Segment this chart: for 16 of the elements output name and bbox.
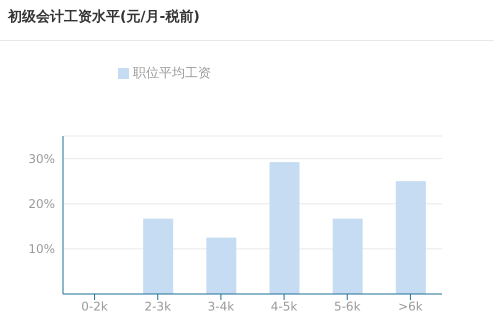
x-tick-label: 0-2k [81,300,108,314]
chart-title: 初级会计工资水平(元/月-税前) [8,8,200,26]
y-tick-label: 10% [28,242,55,256]
x-tick-label: >6k [398,300,423,314]
bar [396,181,426,294]
bar [143,218,174,294]
x-tick-label: 5-6k [334,300,361,314]
y-tick-label: 20% [28,196,55,211]
x-tick-label: 4-5k [270,300,298,314]
legend-label: 职位平均工资 [133,66,211,81]
bar [270,162,300,294]
bar [206,238,236,294]
y-tick-label: 30% [28,152,55,166]
bar [332,218,363,294]
x-tick-label: 3-4k [208,300,234,314]
x-tick-label: 2-3k [144,300,172,314]
